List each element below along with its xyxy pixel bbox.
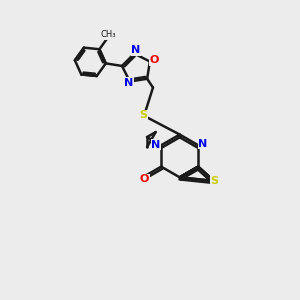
Text: CH₃: CH₃ <box>100 30 116 39</box>
Text: N: N <box>198 139 208 149</box>
Text: O: O <box>150 55 159 65</box>
Text: O: O <box>140 174 149 184</box>
Text: N: N <box>151 140 160 150</box>
Text: S: S <box>210 176 218 186</box>
Text: N: N <box>124 78 133 88</box>
Text: N: N <box>131 45 140 55</box>
Text: S: S <box>140 110 148 120</box>
